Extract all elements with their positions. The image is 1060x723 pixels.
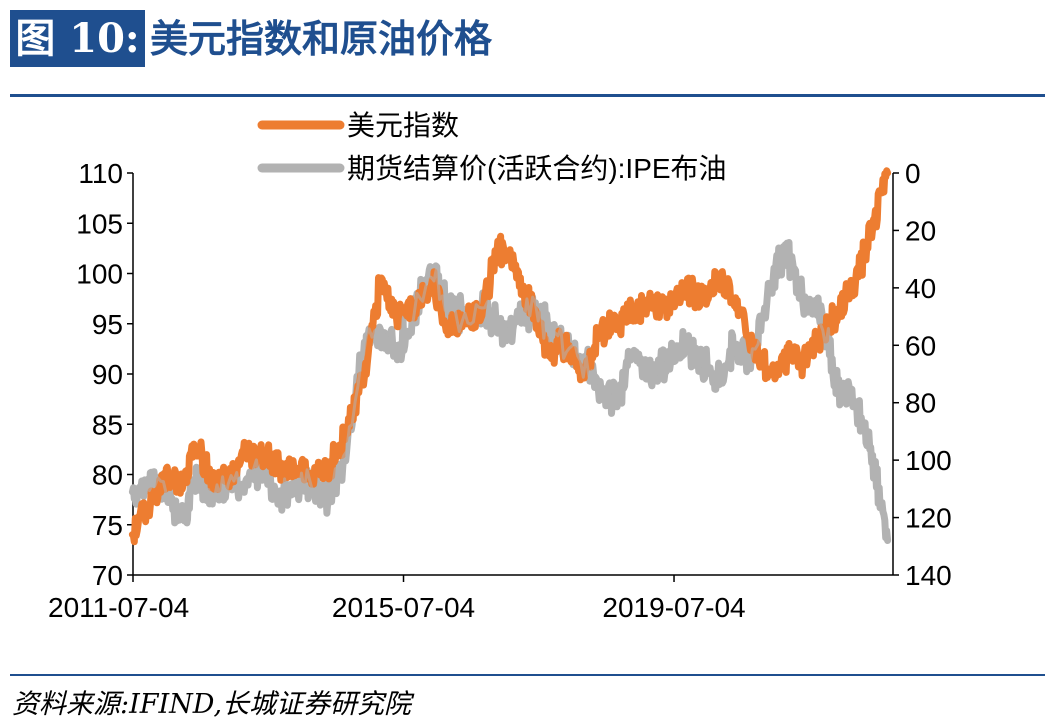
x-tick-label: 2015-07-04: [332, 592, 475, 623]
y-left-tick-label: 100: [76, 259, 123, 290]
figure-number: 图 10:: [10, 10, 145, 67]
y-left-tick-label: 75: [92, 510, 123, 541]
chart-series: [128, 167, 892, 546]
source-note: 资料来源:IFIND,长城证券研究院: [12, 689, 412, 720]
legend-label-usd: 美元指数: [347, 110, 459, 141]
chart-axes: 110 105 100 95 90 85 80 75 70 0 20 40 60 80 100 120 140 2…: [48, 158, 952, 623]
y-left-tick-label: 90: [92, 359, 123, 390]
y-right-tick-label: 80: [905, 388, 936, 419]
y-right-tick-label: 120: [905, 503, 952, 534]
legend-label-brent: 期货结算价(活跃合约):IPE布油: [347, 153, 727, 184]
x-tick-label: 2019-07-04: [602, 592, 745, 623]
series-line-brent-overlay: [131, 241, 890, 541]
y-right-tick-label: 140: [905, 560, 952, 591]
y-left-tick-label: 105: [76, 208, 123, 239]
y-right-tick-label: 60: [905, 330, 936, 361]
figure-title: 美元指数和原油价格: [150, 16, 493, 61]
y-right-tick-label: 100: [905, 445, 952, 476]
chart-legend: 美元指数 期货结算价(活跃合约):IPE布油: [257, 110, 727, 184]
y-left-tick-label: 110: [78, 158, 123, 189]
top-rule: [10, 94, 1045, 97]
bottom-rule: [10, 674, 1045, 676]
x-tick-label: 2011-07-04: [48, 592, 189, 623]
y-right-tick-label: 20: [905, 215, 936, 246]
y-right-tick-label: 0: [905, 158, 921, 189]
y-left-tick-label: 80: [92, 460, 123, 491]
y-right-tick-label: 40: [905, 273, 936, 304]
y-left-tick-label: 95: [92, 309, 123, 340]
y-left-tick-label: 85: [92, 409, 123, 440]
y-left-tick-label: 70: [92, 560, 123, 591]
series-line-usd: [128, 167, 892, 546]
